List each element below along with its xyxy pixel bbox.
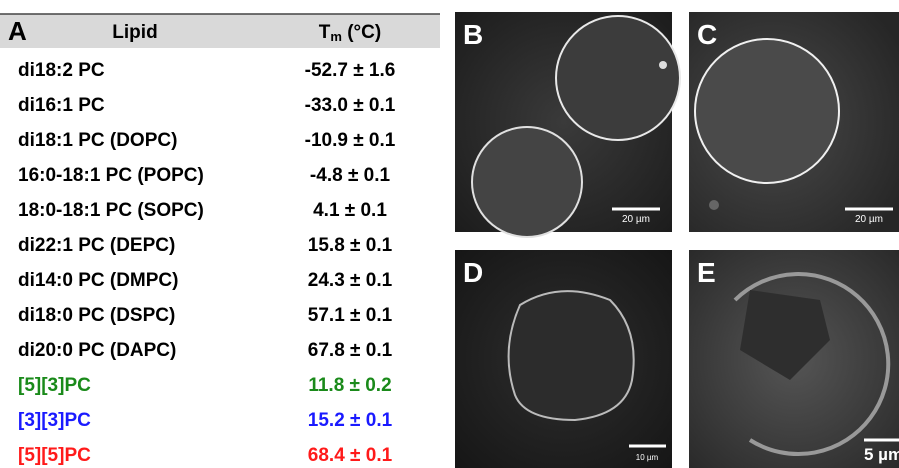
panel-label: E	[697, 257, 716, 288]
scale-bar-label: 5 µm	[864, 445, 899, 464]
tm-value: 15.8 ± 0.1	[308, 235, 393, 256]
tm-value: 15.2 ± 0.1	[308, 410, 393, 431]
tm-symbol: T	[319, 22, 331, 43]
panel-c: C 20 µm	[689, 12, 899, 232]
lipid-name: di20:0 PC (DAPC)	[18, 340, 176, 361]
lipid-name: 18:0-18:1 PC (SOPC)	[18, 200, 204, 221]
tm-value: 57.1 ± 0.1	[308, 305, 393, 326]
panel-label: A	[8, 16, 27, 46]
scale-bar-label: 20 µm	[855, 214, 883, 225]
tm-value: 67.8 ± 0.1	[308, 340, 393, 361]
scale-bar-label: 20 µm	[622, 214, 650, 225]
tm-value: -52.7 ± 1.6	[305, 60, 396, 81]
panel-b: B 20 µm	[455, 12, 681, 238]
lipid-name: di14:0 PC (DMPC)	[18, 270, 178, 291]
lipid-name: di16:1 PC	[18, 95, 105, 116]
lipid-name: di22:1 PC (DEPC)	[18, 235, 175, 256]
lipid-name: di18:0 PC (DSPC)	[18, 305, 175, 326]
tm-unit: (°C)	[342, 22, 381, 43]
tm-value: -4.8 ± 0.1	[310, 165, 391, 186]
tm-value: 68.4 ± 0.1	[308, 445, 393, 466]
panel-label: D	[463, 257, 483, 288]
header-lipid: Lipid	[112, 22, 157, 43]
panel-d: D 10 µm	[455, 250, 672, 468]
scale-bar-label: 10 µm	[636, 453, 659, 462]
panel-e: E 5 µm	[689, 250, 899, 468]
tm-value: 11.8 ± 0.2	[308, 375, 391, 396]
tm-value: 24.3 ± 0.1	[308, 270, 393, 291]
lipid-name: 16:0-18:1 PC (POPC)	[18, 165, 204, 186]
panel-label: C	[697, 19, 717, 50]
lipid-name: [5][5]PC	[18, 445, 91, 466]
tm-subscript: m	[330, 29, 342, 44]
panel-label: B	[463, 19, 483, 50]
lipid-name: [5][3]PC	[18, 375, 91, 396]
tm-value: -10.9 ± 0.1	[305, 130, 396, 151]
tm-value: 4.1 ± 0.1	[313, 200, 387, 221]
header-tm: Tm (°C)	[319, 22, 381, 44]
lipid-name: di18:1 PC (DOPC)	[18, 130, 177, 151]
lipid-name: di18:2 PC	[18, 60, 105, 81]
header-bg	[0, 14, 440, 48]
tm-value: -33.0 ± 0.1	[305, 95, 396, 116]
lipid-name: [3][3]PC	[18, 410, 91, 431]
